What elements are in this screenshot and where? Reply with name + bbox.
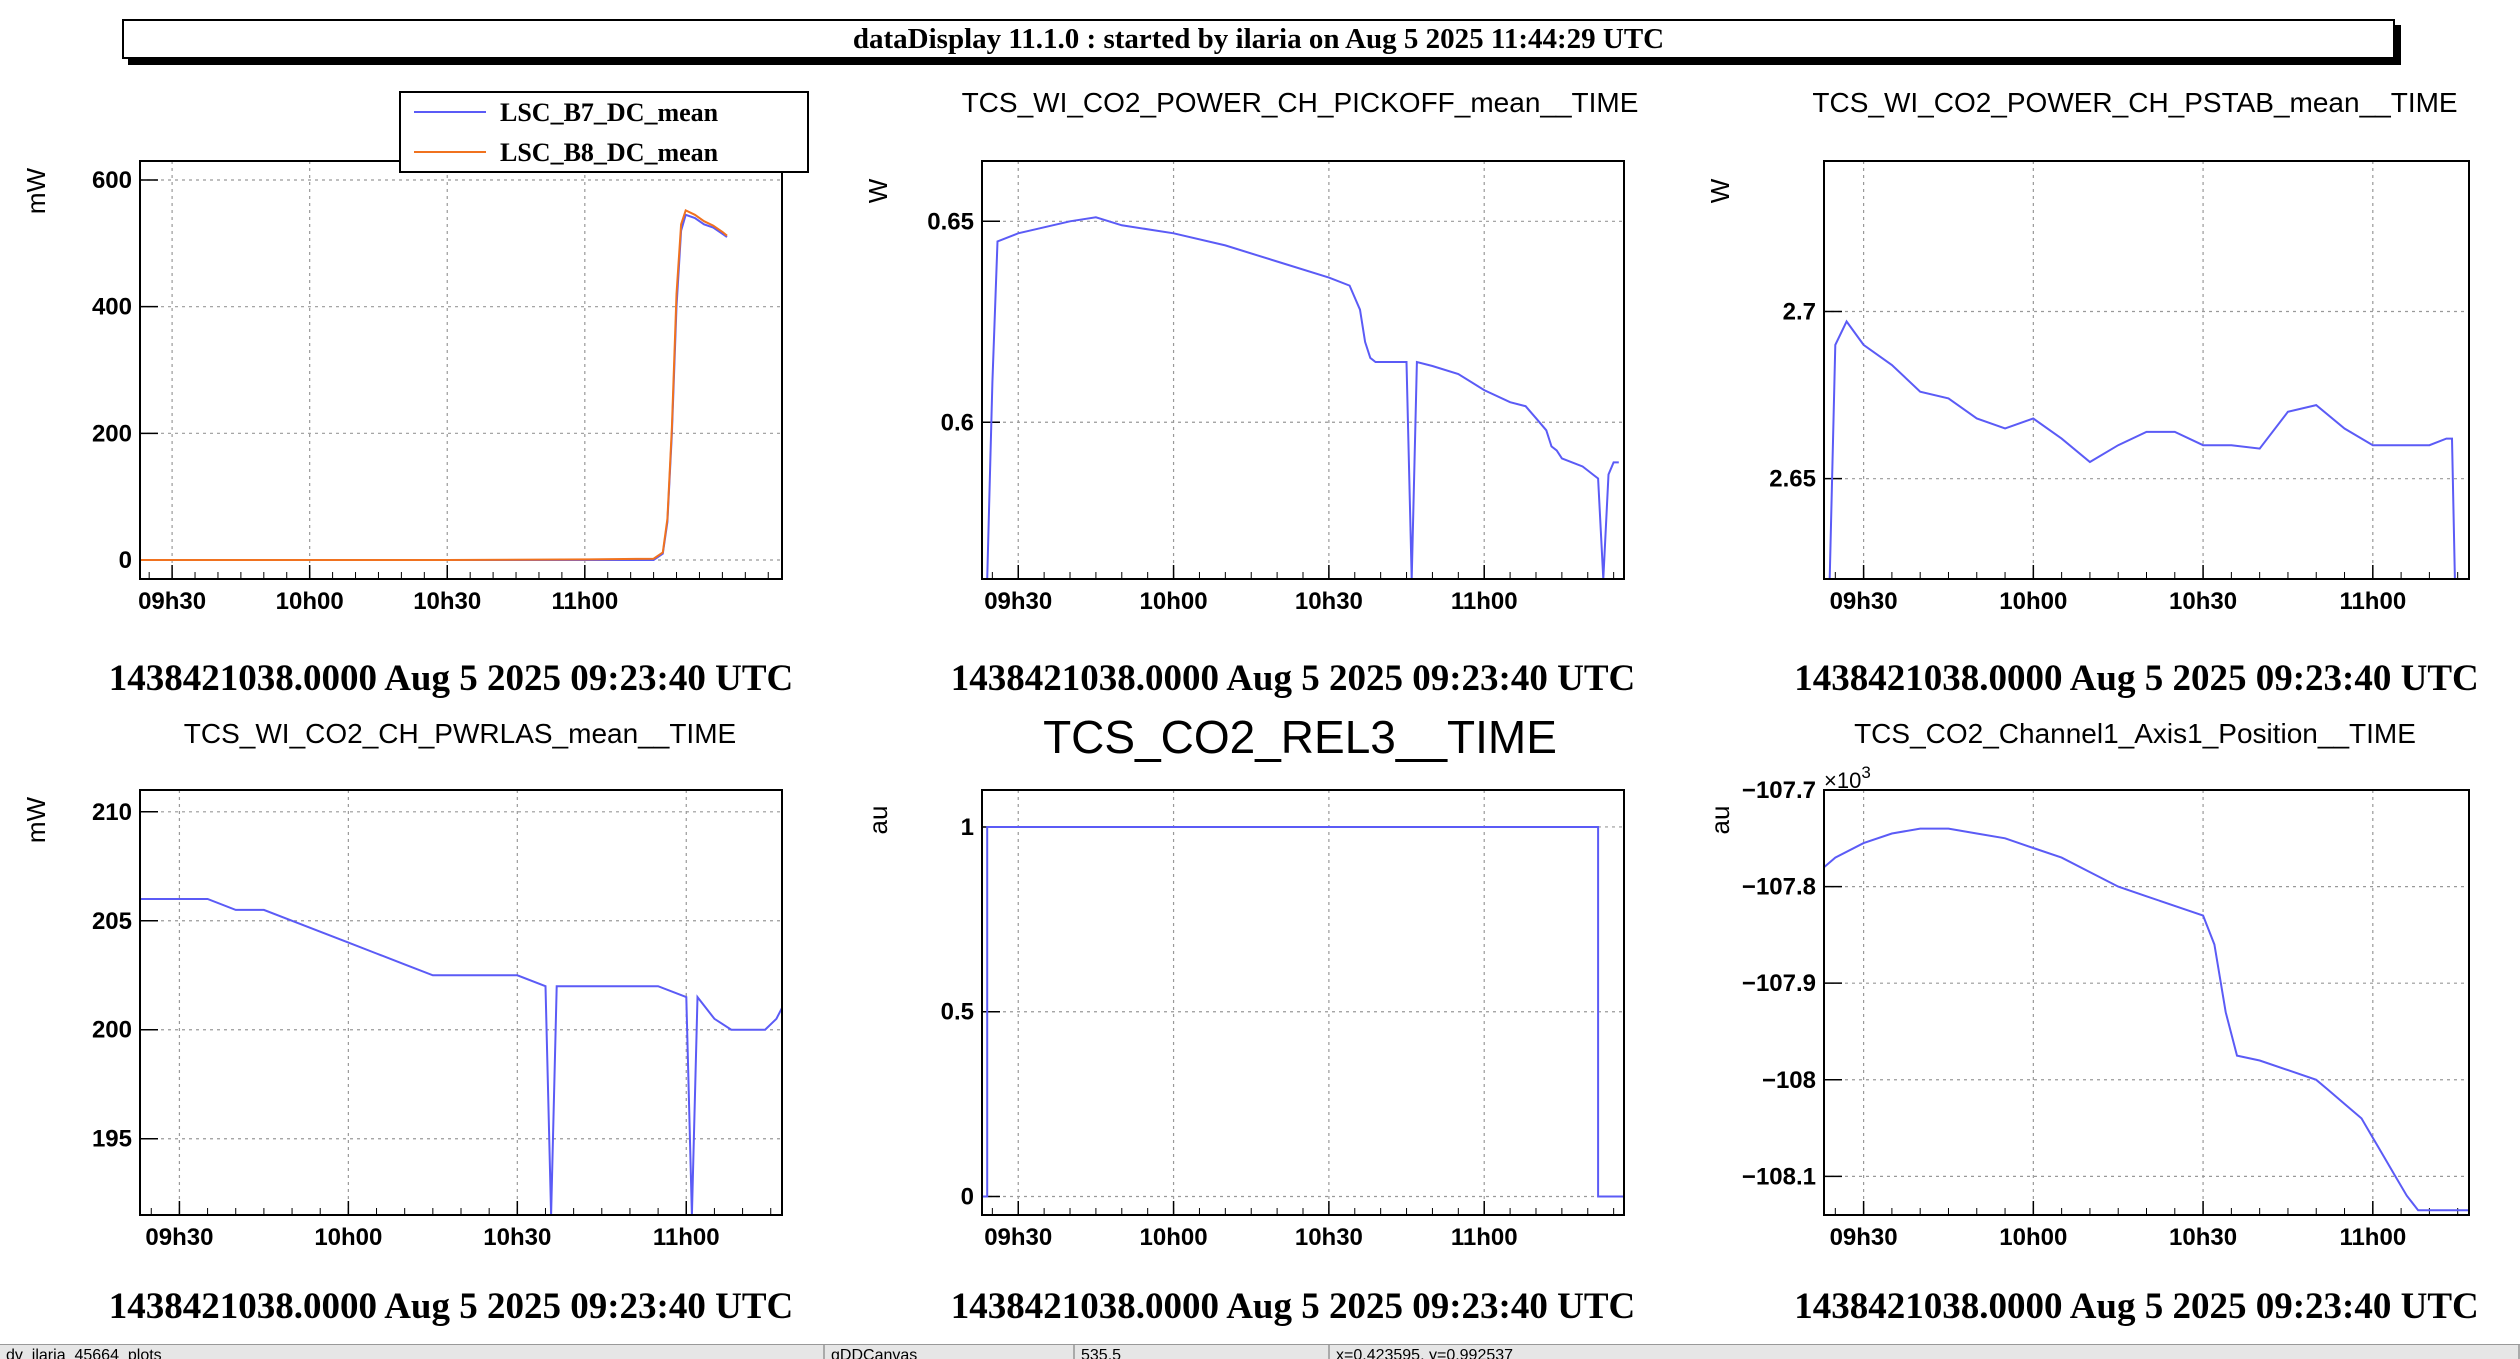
plot-frame [1823,789,2470,1216]
window-title: dataDisplay 11.1.0 : started by ilaria o… [122,19,2395,59]
y-axis-label: W [1705,178,1735,203]
status-pixel-position: 535,5 [1075,1345,1330,1359]
x-tick-label: 10h00 [1999,588,2067,615]
x-tick-label: 10h30 [2169,588,2237,615]
y-tick-label: 0 [961,1184,974,1211]
y-tick-label: 0.6 [941,409,974,436]
x-tick-label: 11h00 [551,588,618,615]
plot-panel-5: TCS_CO2_REL3__TIME 09h30 10h00 10h30 11h00 0 0… [863,711,1635,1327]
x-tick-label: 10h00 [1999,1224,2067,1251]
x-tick-label: 09h30 [1830,1224,1898,1251]
status-canvas-name: gDDCanvas [825,1345,1075,1359]
x-tick-label: 10h00 [1140,588,1208,615]
plot-title: TCS_WI_CO2_POWER_CH_PICKOFF_mean__TIME [962,87,1639,118]
x-tick-label: 11h00 [653,1224,720,1251]
x-tick-label: 09h30 [984,1224,1052,1251]
series-line [140,209,728,561]
legend-box [399,91,809,173]
series-line [140,898,783,1216]
y-tick-label: 2.65 [1769,466,1816,493]
time-origin-label: 1438421038.0000 Aug 5 2025 09:23:40 UTC [109,658,794,699]
status-coordinates: x=0.423595, y=0.992537 [1330,1345,2520,1359]
y-axis-label: W [863,178,893,203]
x-tick-label: 10h30 [2169,1224,2237,1251]
status-object-name: dv_ilaria_45664_plots [0,1345,825,1359]
y-axis-label: au [863,806,893,835]
y-tick-label: 195 [92,1126,132,1153]
x-tick-label: 10h00 [1140,1224,1208,1251]
y-tick-label: 2.7 [1783,298,1816,325]
y-tick-label: 0.65 [927,208,974,235]
time-origin-label: 1438421038.0000 Aug 5 2025 09:23:40 UTC [951,658,1636,699]
legend: LSC_B7_DC_mean LSC_B8_DC_mean [399,91,809,173]
x-tick-label: 11h00 [2339,588,2406,615]
x-tick-label: 10h30 [483,1224,551,1251]
plot-panel-4: TCS_WI_CO2_CH_PWRLAS_mean__TIME 09h30 10h0… [21,718,793,1327]
y-axis-label: mW [21,796,51,843]
x-tick-label: 11h00 [1451,588,1518,615]
time-origin-label: 1438421038.0000 Aug 5 2025 09:23:40 UTC [1794,658,2479,699]
y-axis-label: au [1705,806,1735,835]
x-tick-label: 09h30 [138,588,206,615]
time-origin-label: 1438421038.0000 Aug 5 2025 09:23:40 UTC [109,1286,794,1327]
plot-title: TCS_WI_CO2_POWER_CH_PSTAB_mean__TIME [1812,87,2457,118]
plot-frame [981,789,1625,1216]
plot-frame [139,160,783,580]
series-line [1828,319,2458,580]
plot-panel-6: TCS_CO2_Channel1_Axis1_Position__TIME 09h… [1705,718,2479,1327]
status-bar: dv_ilaria_45664_plots gDDCanvas 535,5 x=… [0,1344,2520,1359]
y-tick-label: 600 [92,167,132,194]
plot-title: TCS_WI_CO2_CH_PWRLAS_mean__TIME [184,718,736,749]
y-multiplier-exponent: 3 [1861,763,1870,782]
y-tick-label: 210 [92,799,132,826]
y-tick-label: 0 [119,547,132,574]
x-tick-label: 10h30 [1295,1224,1363,1251]
y-tick-label: 0.5 [941,999,974,1026]
x-tick-label: 10h00 [314,1224,382,1251]
y-tick-label: −107.7 [1742,777,1816,804]
y-tick-label: −108.1 [1742,1163,1816,1190]
y-tick-label: 400 [92,294,132,321]
plot-frame [1823,160,2470,580]
y-tick-label: 200 [92,420,132,447]
plot-frame [981,160,1625,580]
time-origin-label: 1438421038.0000 Aug 5 2025 09:23:40 UTC [951,1286,1636,1327]
y-axis-label: mW [21,167,51,214]
x-tick-label: 10h30 [1295,588,1363,615]
x-tick-label: 09h30 [1830,588,1898,615]
plot-title: TCS_CO2_Channel1_Axis1_Position__TIME [1854,718,2416,749]
x-tick-label: 11h00 [1451,1224,1518,1251]
series-line [1823,827,2469,1212]
x-tick-label: 09h30 [145,1224,213,1251]
x-tick-label: 10h30 [413,588,481,615]
y-tick-label: 205 [92,908,132,935]
series-line [982,826,1624,1198]
x-tick-label: 10h00 [276,588,344,615]
y-tick-label: −107.9 [1742,970,1816,997]
plot-panel-1: 09h30 10h00 10h30 11h00 0 200 400 600 mW 14384210… [21,91,809,699]
y-tick-label: −107.8 [1742,874,1816,901]
series-line [140,213,728,561]
time-origin-label: 1438421038.0000 Aug 5 2025 09:23:40 UTC [1794,1286,2479,1327]
plot-frame [139,789,783,1216]
legend-entry: LSC_B8_DC_mean [500,138,719,167]
x-tick-label: 09h30 [984,588,1052,615]
plot-panel-3: TCS_WI_CO2_POWER_CH_PSTAB_mean__TIME 09h3… [1705,87,2479,699]
series-line [986,216,1619,580]
y-tick-label: 1 [961,814,974,841]
plot-title: TCS_CO2_REL3__TIME [1043,711,1557,763]
y-multiplier: ×103 [1824,763,1871,793]
y-tick-label: −108 [1762,1067,1816,1094]
x-tick-label: 11h00 [2339,1224,2406,1251]
y-tick-label: 200 [92,1017,132,1044]
plot-panel-2: TCS_WI_CO2_POWER_CH_PICKOFF_mean__TIME 09… [863,87,1638,699]
legend-entry: LSC_B7_DC_mean [500,98,719,127]
